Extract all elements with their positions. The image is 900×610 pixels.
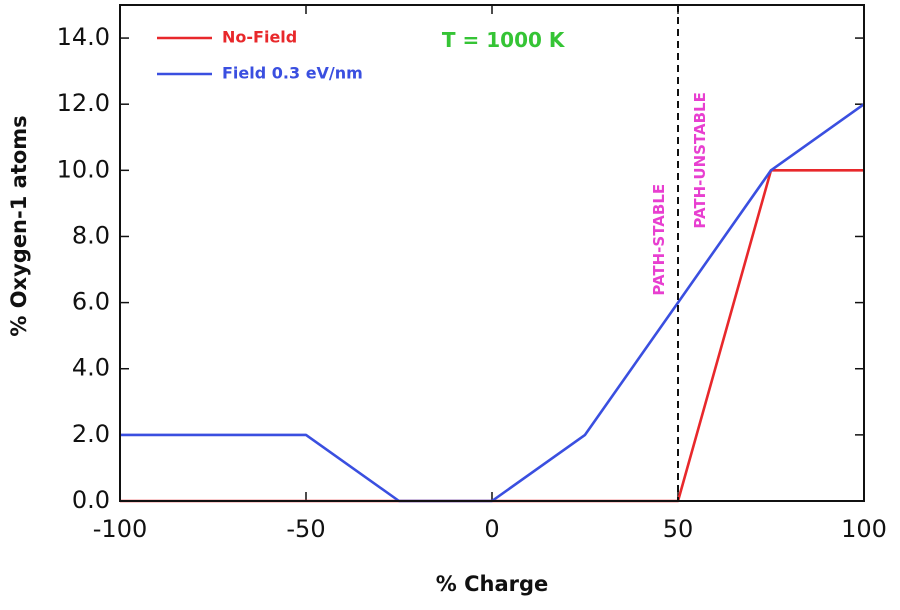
x-axis-label: % Charge <box>436 572 549 596</box>
y-tick-label: 4.0 <box>72 354 110 382</box>
y-tick-label: 12.0 <box>57 89 110 117</box>
annotation-path-stable: PATH-STABLE <box>650 184 668 296</box>
y-tick-label: 14.0 <box>57 23 110 51</box>
x-tick-label: -50 <box>286 515 325 543</box>
y-tick-label: 8.0 <box>72 221 110 249</box>
series-field-line <box>120 103 865 503</box>
y-tick-label: 0.0 <box>72 486 110 514</box>
y-tick-label: 10.0 <box>57 155 110 183</box>
legend-label-field: Field 0.3 eV/nm <box>222 64 363 83</box>
y-tick-label: 6.0 <box>72 288 110 316</box>
x-tick-label: 100 <box>841 515 887 543</box>
plot-frame <box>119 4 865 502</box>
annotation-temperature: T = 1000 K <box>442 28 566 52</box>
x-tick-label: -100 <box>93 515 147 543</box>
y-tick-label: 2.0 <box>72 420 110 448</box>
x-tick-label: 0 <box>484 515 499 543</box>
y-axis-label: % Oxygen-1 atoms <box>7 115 31 336</box>
plot-area <box>120 5 864 501</box>
legend-label-no-field: No-Field <box>222 28 297 47</box>
x-tick-label: 50 <box>663 515 694 543</box>
annotation-path-unstable: PATH-UNSTABLE <box>691 92 709 229</box>
